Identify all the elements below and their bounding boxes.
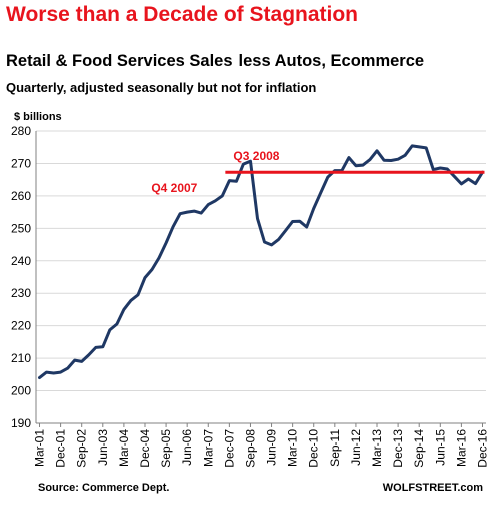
x-tick-label: Sep-08 xyxy=(243,429,257,468)
y-tick-label: 280 xyxy=(11,124,31,138)
x-tick-label: Sep-11 xyxy=(328,429,342,467)
grid-lines xyxy=(36,130,486,392)
x-tick-label: Dec-07 xyxy=(222,429,236,468)
reference-layer: Q3 2008 Q4 2007 xyxy=(151,149,485,195)
y-tick-label: 260 xyxy=(11,189,31,203)
x-tick-label: Dec-13 xyxy=(391,429,405,468)
x-tick-label: Sep-14 xyxy=(412,429,426,468)
y-axis-label: $ billions xyxy=(14,111,62,123)
x-tick-label: Jun-06 xyxy=(180,429,194,466)
series-line xyxy=(38,144,484,380)
annotation-q3-2008: Q3 2008 xyxy=(233,149,279,163)
x-tick-label: Dec-01 xyxy=(54,429,68,468)
source-note: Source: Commerce Dept. xyxy=(38,482,170,494)
series-layer xyxy=(38,144,484,380)
x-tick-label: Dec-04 xyxy=(138,429,152,468)
x-tick-label: Jun-03 xyxy=(96,429,110,466)
x-tick-label: Dec-16 xyxy=(475,429,489,468)
x-tick-label: Mar-07 xyxy=(201,429,215,467)
y-tick-label: 230 xyxy=(11,286,31,300)
x-tick-label: Mar-01 xyxy=(33,429,47,467)
x-tick-label: Mar-16 xyxy=(454,429,468,467)
chart-title-qualifier: less Autos, Ecommerce xyxy=(238,52,425,70)
x-tick-label: Jun-09 xyxy=(265,429,279,466)
x-tick-label: Dec-10 xyxy=(307,429,321,468)
y-tick-label: 220 xyxy=(11,319,31,333)
y-tick-label: 270 xyxy=(11,156,31,170)
x-tick-label: Mar-13 xyxy=(370,429,384,467)
annotation-q4-2007: Q4 2007 xyxy=(151,181,197,195)
watermark: WOLFSTREET.com xyxy=(382,482,483,494)
y-tick-label: 190 xyxy=(11,416,31,430)
tick-labels: 190 200 210 220 230 240 250 260 270 280$ billions… xyxy=(11,111,490,468)
x-tick-label: Sep-02 xyxy=(75,429,89,468)
x-tick-label: Mar-04 xyxy=(117,429,131,467)
y-tick-label: 240 xyxy=(11,254,31,268)
y-tick-label: 250 xyxy=(11,221,31,235)
page-title: Worse than a Decade of Stagnation xyxy=(6,3,359,26)
axes xyxy=(35,131,486,427)
chart-title: Retail & Food Services Sales less Autos, … xyxy=(6,52,424,71)
x-tick-label: Jun-15 xyxy=(433,429,447,466)
x-tick-label: Mar-10 xyxy=(286,429,300,467)
x-tick-label: Jun-12 xyxy=(349,429,363,466)
y-tick-label: 200 xyxy=(11,384,31,398)
x-tick-label: Sep-05 xyxy=(159,429,173,468)
y-tick-label: 210 xyxy=(11,351,31,365)
chart-title-main: Retail & Food Services Sales xyxy=(6,52,233,70)
chart-subtitle: Quarterly, adjusted seasonally but not f… xyxy=(6,80,317,95)
